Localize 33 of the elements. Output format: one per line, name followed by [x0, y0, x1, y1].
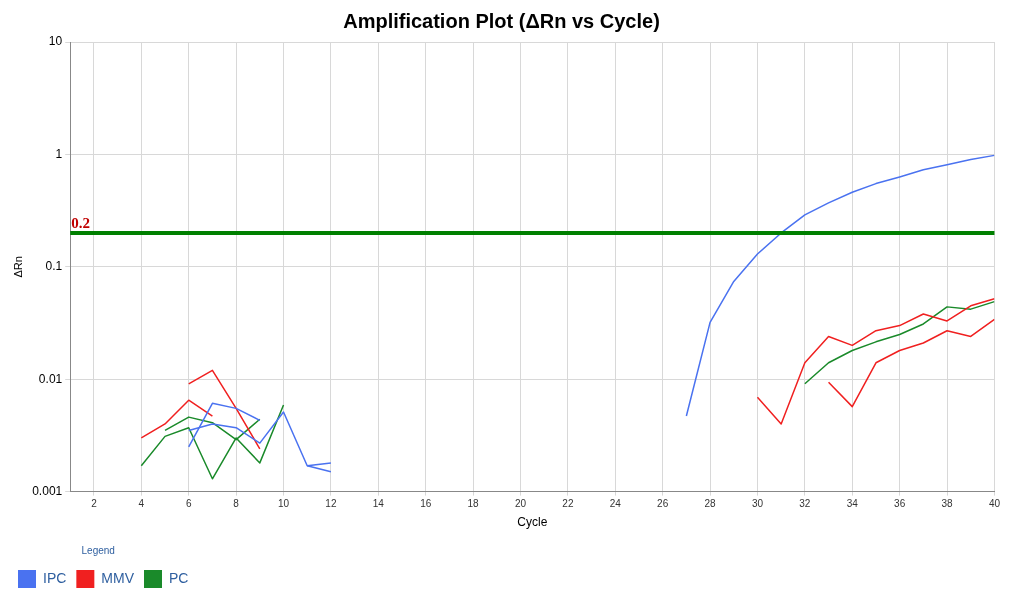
x-tick-label: 8 [233, 498, 240, 510]
x-tick-label: 30 [751, 498, 764, 510]
x-tick-label: 20 [514, 498, 527, 510]
x-tick-label: 4 [138, 498, 145, 510]
legend-title: Legend [81, 544, 115, 556]
x-tick-label: 26 [657, 498, 669, 510]
legend-label: IPC [43, 569, 67, 586]
x-tick-label: 2 [91, 498, 98, 510]
y-tick-label: 0.01 [38, 371, 63, 386]
y-tick-label: 0.001 [32, 483, 63, 498]
y-tick-label: 0.1 [45, 259, 63, 274]
legend-label: MMV [101, 569, 135, 586]
chart-title: Amplification Plot (ΔRn vs Cycle) [343, 9, 660, 32]
legend-label: PC [169, 569, 189, 586]
x-tick-label: 16 [420, 498, 432, 510]
x-tick-label: 18 [467, 498, 480, 510]
y-tick-label: 1 [55, 146, 63, 161]
y-tick-label: 10 [48, 34, 63, 49]
x-tick-label: 38 [941, 498, 954, 510]
x-tick-label: 14 [372, 498, 385, 510]
x-tick-label: 22 [562, 498, 574, 510]
x-tick-label: 36 [894, 498, 906, 510]
x-tick-label: 12 [325, 498, 337, 510]
x-tick-label: 34 [846, 498, 859, 510]
x-axis-title: Cycle [517, 515, 548, 530]
x-tick-label: 10 [277, 498, 290, 510]
x-tick-label: 32 [799, 498, 811, 510]
ref-line-label: 0.2 [71, 215, 90, 232]
x-tick-label: 24 [609, 498, 622, 510]
x-tick-label: 6 [185, 498, 192, 510]
x-tick-label: 40 [988, 498, 1001, 510]
x-tick-label: 28 [704, 498, 717, 510]
y-axis-title: ΔRn [11, 256, 24, 278]
